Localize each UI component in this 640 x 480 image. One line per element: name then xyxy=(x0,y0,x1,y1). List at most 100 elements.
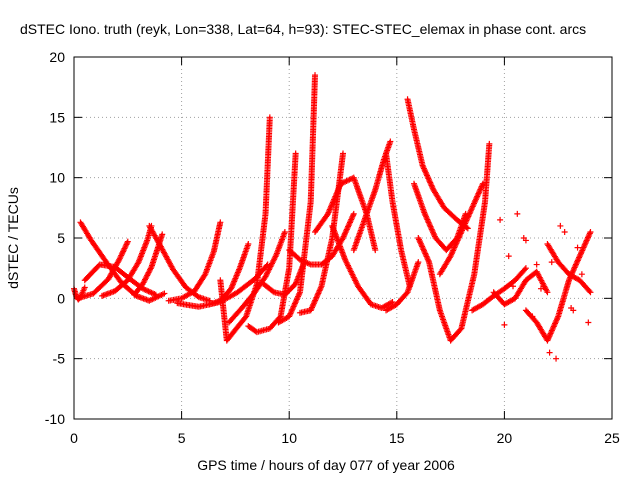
data-point xyxy=(544,289,551,296)
data-point xyxy=(537,285,544,292)
series-arc-18 xyxy=(312,174,379,254)
series-arc-10 xyxy=(217,114,273,344)
data-point xyxy=(415,259,422,266)
data-point xyxy=(269,288,276,295)
x-tick-label: 15 xyxy=(389,430,405,446)
y-tick-label: 5 xyxy=(57,230,65,246)
data-point xyxy=(122,242,129,249)
series-arc-06 xyxy=(146,222,213,304)
data-point xyxy=(514,210,521,217)
y-tick-label: 0 xyxy=(57,290,65,306)
series-arc-19 xyxy=(329,222,396,311)
series-arc-07 xyxy=(131,231,166,298)
series-arc-15 xyxy=(260,259,308,298)
data-point xyxy=(120,246,127,253)
chart-title: dSTEC Iono. truth (reyk, Lon=338, Lat=64… xyxy=(20,21,586,37)
y-tick-label: 10 xyxy=(49,170,65,186)
data-point xyxy=(118,251,125,258)
series-arc-05 xyxy=(98,222,155,299)
data-point xyxy=(520,235,527,241)
series-arc-12 xyxy=(245,150,299,336)
data-point xyxy=(116,255,123,262)
series-arc-30 xyxy=(544,241,594,296)
data-point xyxy=(574,244,581,251)
series-arc-11 xyxy=(206,241,252,308)
data-point xyxy=(116,256,123,263)
data-point xyxy=(81,284,88,291)
data-point xyxy=(119,249,126,256)
plot-frame xyxy=(73,56,613,420)
data-point xyxy=(548,259,555,266)
y-tick-label: 15 xyxy=(49,109,65,125)
series-arc-29 xyxy=(522,228,594,344)
data-point xyxy=(217,219,224,226)
series-scatter-cloud xyxy=(497,210,592,362)
x-tick-label: 10 xyxy=(281,430,297,446)
data-point xyxy=(561,228,568,235)
data-point xyxy=(350,210,357,217)
data-point xyxy=(124,240,131,247)
data-point xyxy=(585,319,592,326)
data-point xyxy=(124,238,131,245)
y-tick-label: 20 xyxy=(49,49,65,65)
data-point xyxy=(159,231,166,238)
data-point xyxy=(118,252,125,259)
series-arc-24 xyxy=(415,140,493,344)
series-arc-17 xyxy=(286,210,357,268)
series-arc-28 xyxy=(490,268,551,308)
data-point xyxy=(340,150,346,157)
data-point xyxy=(122,244,129,251)
data-point xyxy=(586,288,593,295)
data-point xyxy=(568,304,575,311)
data-point xyxy=(464,225,471,232)
data-point xyxy=(121,245,128,252)
data-point xyxy=(152,291,159,298)
data-point xyxy=(387,138,394,145)
series-arc-08 xyxy=(165,219,224,304)
data-point xyxy=(161,290,168,297)
data-point xyxy=(123,241,130,248)
data-point xyxy=(372,247,379,254)
series-arc-23 xyxy=(404,96,471,232)
y-axis-label: dSTEC / TECUs xyxy=(5,187,21,289)
series-arc-13 xyxy=(225,228,288,326)
x-tick-label: 0 xyxy=(70,430,78,446)
data-point xyxy=(120,248,127,255)
data-point xyxy=(501,321,508,328)
data-point xyxy=(281,228,288,235)
data-point xyxy=(522,265,529,272)
data-point xyxy=(117,253,124,260)
data-point xyxy=(479,180,486,187)
series-arc-16 xyxy=(296,150,346,316)
x-tick-label: 25 xyxy=(604,430,620,446)
series-arc-03 xyxy=(75,238,131,302)
x-tick-label: 20 xyxy=(497,430,513,446)
data-point xyxy=(245,241,252,248)
data-point xyxy=(521,266,528,273)
data-point xyxy=(505,253,512,260)
series-arc-22 xyxy=(383,259,422,314)
data-point xyxy=(486,140,493,147)
data-point xyxy=(510,283,517,290)
data-point xyxy=(546,349,553,356)
x-tick-label: 5 xyxy=(178,430,186,446)
data-point xyxy=(587,228,594,235)
y-tick-label: -5 xyxy=(53,351,66,367)
data-point xyxy=(578,271,585,278)
data-point xyxy=(557,222,564,229)
data-point xyxy=(312,72,319,79)
data-point xyxy=(533,261,540,268)
data-point xyxy=(529,313,536,320)
x-axis-label: GPS time / hours of day 077 of year 2006 xyxy=(197,457,455,473)
data-point xyxy=(587,289,594,296)
y-tick-label: -10 xyxy=(45,411,65,427)
series-arc-26 xyxy=(436,180,486,278)
series-arc-20 xyxy=(350,138,394,254)
data-point xyxy=(292,150,299,157)
data-point xyxy=(497,216,504,223)
tick-labels: 0 5 10 15 20 25 -10 -5 0 5 10 15 20 xyxy=(45,49,620,446)
data-point xyxy=(553,355,560,362)
data-point xyxy=(266,114,273,121)
series-arc-21 xyxy=(383,150,413,290)
